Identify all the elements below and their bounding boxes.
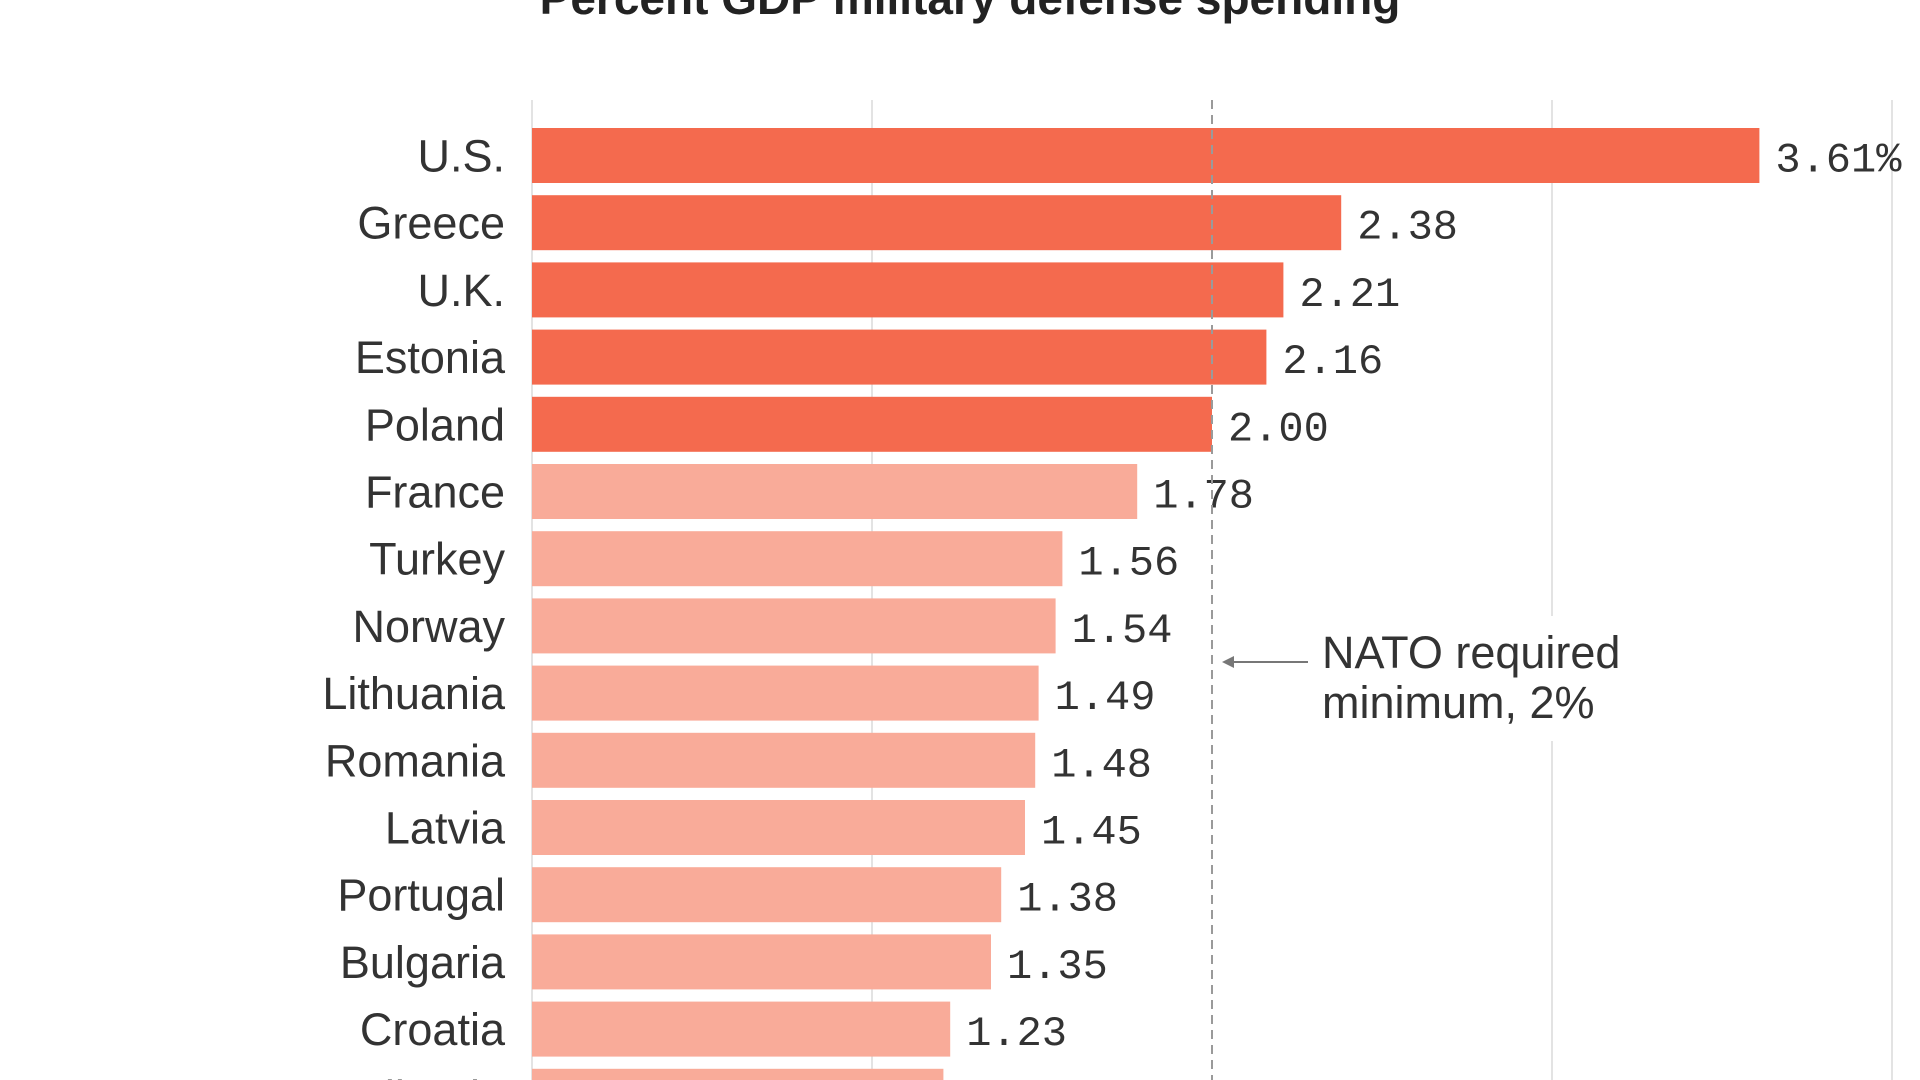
category-label: Estonia (355, 332, 506, 383)
category-label: U.S. (417, 131, 505, 182)
category-label: U.K. (417, 265, 505, 316)
bar (532, 1068, 944, 1080)
category-label: Turkey (369, 534, 505, 585)
bar (532, 531, 1063, 587)
value-label: 1.56 (1078, 540, 1179, 588)
bar (532, 598, 1056, 654)
bars (532, 128, 1760, 1080)
category-labels: U.S. Greece U.K. Estonia Poland France Turkey N… (322, 131, 506, 1080)
chart-title: Percent GDP military defense spending (540, 0, 1401, 24)
bar (532, 262, 1284, 318)
value-label: 2.16 (1282, 338, 1383, 386)
category-label: Lithuania (322, 668, 506, 719)
value-label: 1.35 (1007, 943, 1108, 991)
value-label: 1.49 (1055, 674, 1156, 722)
annotation-backdrop (1312, 616, 1672, 741)
value-label: 1.21 (959, 1077, 1060, 1080)
value-label: 1.38 (1017, 876, 1118, 924)
value-label: 1.78 (1153, 473, 1254, 521)
bar (532, 329, 1267, 385)
category-label: Romania (325, 735, 506, 786)
bar (532, 867, 1002, 923)
bar (532, 934, 991, 990)
category-label: Greece (357, 198, 505, 249)
bar (532, 732, 1036, 788)
bar (532, 1001, 951, 1057)
category-label: Portugal (337, 870, 505, 921)
category-label: Bulgaria (340, 937, 506, 988)
bar (532, 464, 1138, 519)
value-label: 1.23 (966, 1010, 1067, 1058)
category-label: Croatia (360, 1004, 506, 1055)
value-labels: 3.61% 2.38 2.21 2.16 2.00 1.78 1.56 1.54 1.49 1.4… (959, 137, 1902, 1080)
bar (532, 800, 1025, 855)
value-label: 2.38 (1357, 204, 1458, 252)
bar (532, 396, 1212, 452)
bar (532, 195, 1342, 251)
category-label: Latvia (385, 803, 506, 854)
category-label: Norway (352, 601, 505, 652)
value-label: 1.54 (1072, 607, 1173, 655)
bar (532, 128, 1760, 183)
annotation-text-line2: minimum, 2% (1322, 677, 1595, 728)
category-label: Poland (365, 399, 505, 450)
annotation-arrow-head (1222, 656, 1234, 668)
category-label: France (365, 467, 505, 518)
value-label: 3.61% (1775, 137, 1902, 185)
annotation-text-line1: NATO required (1322, 627, 1620, 678)
category-label: Albania (355, 1071, 506, 1080)
value-label: 1.48 (1051, 741, 1152, 789)
value-label: 2.21 (1299, 271, 1400, 319)
value-label: 1.45 (1041, 809, 1142, 857)
bar (532, 665, 1039, 721)
value-label: 2.00 (1228, 405, 1329, 453)
